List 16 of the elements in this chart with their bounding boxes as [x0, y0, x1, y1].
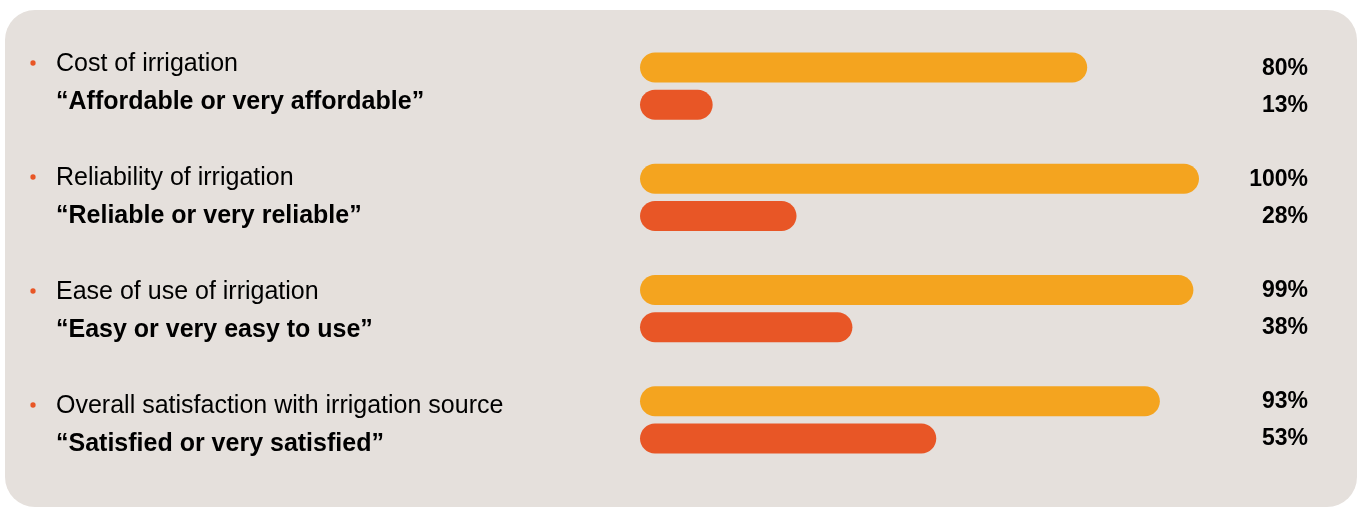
data-label: 80%	[1261, 53, 1308, 80]
y-tick-label: “Reliable or very reliable”	[56, 200, 362, 228]
y-tick-label: “Satisfied or very satisfied”	[56, 428, 384, 456]
y-tick-label: “Easy or very easy to use”	[56, 314, 373, 342]
data-label: 99%	[1261, 276, 1308, 303]
data-label: 93%	[1261, 387, 1308, 414]
y-tick-label: “Affordable or very affordable”	[56, 86, 425, 114]
data-label: 100%	[1249, 164, 1308, 191]
y-tick-label: Cost of irrigation	[56, 48, 239, 76]
data-label: 28%	[1261, 201, 1308, 228]
y-tick-label: Reliability of irrigation	[56, 162, 294, 190]
data-label: 13%	[1261, 90, 1308, 117]
y-tick-label: Ease of use of irrigation	[56, 276, 319, 304]
data-label: 38%	[1261, 313, 1308, 340]
y-tick-label: Overall satisfaction with irrigation source	[56, 390, 504, 418]
data-label: 53%	[1261, 424, 1308, 451]
